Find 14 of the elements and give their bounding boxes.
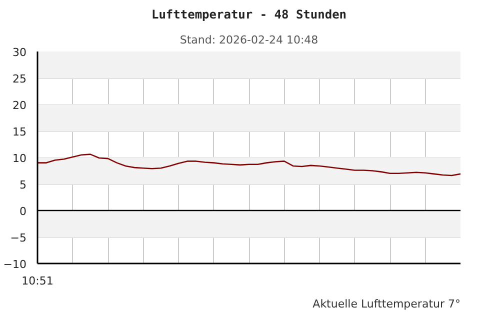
y-tick-label: −10 <box>3 258 27 271</box>
y-tick-label: 0 <box>20 205 26 218</box>
y-tick-label: 5 <box>20 178 26 192</box>
text: Aktuelle Lufttemperatur 7° <box>312 298 461 310</box>
y-tick-label: 10 <box>12 152 27 165</box>
chart-title: Lufttemperatur - 48 Stunden <box>151 8 347 22</box>
y-tick-label: −5 <box>10 232 27 244</box>
y-tick-label: 25 <box>12 72 27 86</box>
line-series <box>38 154 460 176</box>
chart-subtitle: Stand: 2026-02-24 10:48 <box>180 34 318 46</box>
y-tick-label: 20 <box>12 99 27 112</box>
x-tick-label: 10:51 <box>22 274 54 288</box>
y-tick-label: 15 <box>12 126 27 138</box>
y-tick-label: 30 <box>12 46 27 59</box>
